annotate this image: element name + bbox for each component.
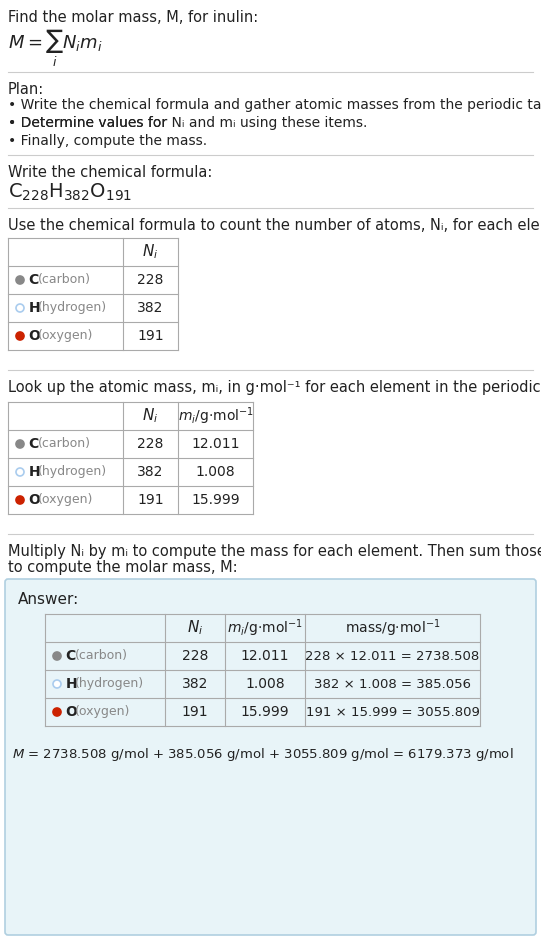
Text: 191 × 15.999 = 3055.809: 191 × 15.999 = 3055.809: [306, 706, 479, 719]
Text: $\mathrm{C_{228}H_{382}O_{191}}$: $\mathrm{C_{228}H_{382}O_{191}}$: [8, 182, 132, 203]
Text: 15.999: 15.999: [191, 493, 240, 507]
Circle shape: [16, 332, 24, 340]
Text: C: C: [29, 437, 44, 451]
Text: O: O: [29, 329, 46, 343]
Text: Answer:: Answer:: [18, 592, 79, 607]
Text: Look up the atomic mass, mᵢ, in g·mol⁻¹ for each element in the periodic table:: Look up the atomic mass, mᵢ, in g·mol⁻¹ …: [8, 380, 541, 395]
Text: $N_i$: $N_i$: [142, 407, 159, 426]
Text: O: O: [29, 493, 46, 507]
Text: mass/g·mol$^{-1}$: mass/g·mol$^{-1}$: [345, 617, 440, 639]
Text: Write the chemical formula:: Write the chemical formula:: [8, 165, 213, 180]
Text: 382: 382: [137, 465, 164, 479]
Text: 191: 191: [137, 329, 164, 343]
Circle shape: [53, 652, 61, 660]
Text: (carbon): (carbon): [75, 649, 128, 662]
Text: (hydrogen): (hydrogen): [75, 677, 144, 690]
Text: 191: 191: [137, 493, 164, 507]
Text: 15.999: 15.999: [241, 705, 289, 719]
Text: 12.011: 12.011: [241, 649, 289, 663]
Text: H: H: [29, 301, 45, 315]
Text: 228: 228: [182, 649, 208, 663]
Circle shape: [16, 276, 24, 284]
Text: • Determine values for Nᵢ and mᵢ using these items.: • Determine values for Nᵢ and mᵢ using t…: [8, 116, 367, 130]
Text: (carbon): (carbon): [38, 437, 91, 450]
Text: (carbon): (carbon): [38, 273, 91, 286]
Text: (hydrogen): (hydrogen): [38, 301, 107, 315]
Text: H: H: [66, 677, 82, 691]
Text: 382: 382: [137, 301, 164, 315]
Text: H: H: [29, 465, 45, 479]
Text: to compute the molar mass, M:: to compute the molar mass, M:: [8, 560, 237, 575]
Text: Plan:: Plan:: [8, 82, 44, 97]
Text: • Finally, compute the mass.: • Finally, compute the mass.: [8, 134, 207, 148]
Text: 382 × 1.008 = 385.056: 382 × 1.008 = 385.056: [314, 677, 471, 690]
Text: Use the chemical formula to count the number of atoms, Nᵢ, for each element:: Use the chemical formula to count the nu…: [8, 218, 541, 233]
FancyBboxPatch shape: [5, 579, 536, 935]
Text: O: O: [66, 705, 83, 719]
Text: 228: 228: [137, 273, 164, 287]
Text: $m_i$/g·mol$^{-1}$: $m_i$/g·mol$^{-1}$: [177, 405, 253, 427]
Text: 1.008: 1.008: [196, 465, 235, 479]
Circle shape: [16, 440, 24, 448]
Text: $N_i$: $N_i$: [187, 619, 203, 638]
Text: Multiply Nᵢ by mᵢ to compute the mass for each element. Then sum those values: Multiply Nᵢ by mᵢ to compute the mass fo…: [8, 544, 541, 559]
Text: $M = \sum_i N_i m_i$: $M = \sum_i N_i m_i$: [8, 28, 102, 69]
Circle shape: [16, 468, 24, 476]
Text: 228 × 12.011 = 2738.508: 228 × 12.011 = 2738.508: [305, 649, 480, 662]
Text: $N_i$: $N_i$: [142, 243, 159, 261]
Text: 382: 382: [182, 677, 208, 691]
Circle shape: [16, 304, 24, 312]
Circle shape: [53, 680, 61, 688]
Text: 228: 228: [137, 437, 164, 451]
Text: (oxygen): (oxygen): [38, 330, 94, 343]
Text: 1.008: 1.008: [245, 677, 285, 691]
Text: 12.011: 12.011: [192, 437, 240, 451]
Text: $m_i$/g·mol$^{-1}$: $m_i$/g·mol$^{-1}$: [227, 617, 303, 639]
Text: • Write the chemical formula and gather atomic masses from the periodic table.: • Write the chemical formula and gather …: [8, 98, 541, 112]
Text: (oxygen): (oxygen): [75, 706, 130, 719]
Circle shape: [53, 708, 61, 716]
Text: • Determine values for: • Determine values for: [8, 116, 171, 130]
Text: C: C: [66, 649, 81, 663]
Text: $M$ = 2738.508 g/mol + 385.056 g/mol + 3055.809 g/mol = 6179.373 g/mol: $M$ = 2738.508 g/mol + 385.056 g/mol + 3…: [12, 746, 513, 763]
Circle shape: [16, 496, 24, 504]
Text: 191: 191: [182, 705, 208, 719]
Text: Find the molar mass, M, for inulin:: Find the molar mass, M, for inulin:: [8, 10, 258, 25]
Text: C: C: [29, 273, 44, 287]
Text: (hydrogen): (hydrogen): [38, 465, 107, 479]
Text: (oxygen): (oxygen): [38, 494, 94, 507]
